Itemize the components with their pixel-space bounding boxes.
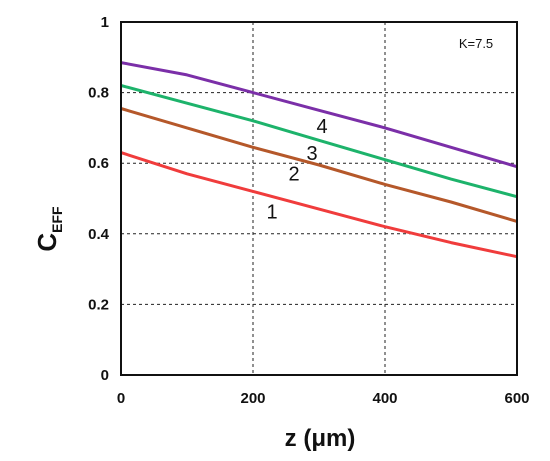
curve-label-1: 1 — [266, 202, 277, 224]
curve-label-4: 4 — [316, 116, 327, 138]
y-axis-label: CEFF — [32, 206, 65, 252]
curve-labels: 123 4 — [266, 116, 327, 223]
series-line-1 — [120, 151, 518, 259]
y-tick-label: 1 — [101, 14, 109, 31]
y-tick-label: 0 — [101, 367, 109, 384]
series-line-4 — [120, 61, 518, 169]
y-axis-label-main: C — [32, 233, 62, 252]
y-tick-label: 0.4 — [88, 226, 110, 243]
curve-label-2: 2 — [288, 163, 299, 185]
x-tick-label: 400 — [372, 390, 397, 407]
curve-label-3: 3 — [306, 143, 317, 165]
y-tick-label: 0.8 — [88, 85, 109, 102]
x-axis-label: z (μm) — [285, 425, 356, 452]
x-tick-label: 600 — [504, 390, 529, 407]
y-tick-labels: 0 0.2 0.4 0.6 0.8 1 — [88, 14, 110, 384]
series-group — [120, 61, 518, 259]
x-tick-label: 200 — [240, 390, 265, 407]
x-tick-label: 0 — [117, 390, 125, 407]
y-tick-label: 0.6 — [88, 155, 109, 172]
x-tick-labels: 0 200 400 600 — [117, 390, 530, 407]
y-axis-label-sub: EFF — [49, 206, 65, 233]
series-line-2 — [120, 107, 518, 223]
annotation-k: K=7.5 — [459, 36, 493, 51]
grid-lines — [121, 22, 517, 375]
y-tick-label: 0.2 — [88, 296, 109, 313]
series-line-3 — [120, 84, 518, 199]
plot-frame — [120, 21, 518, 376]
